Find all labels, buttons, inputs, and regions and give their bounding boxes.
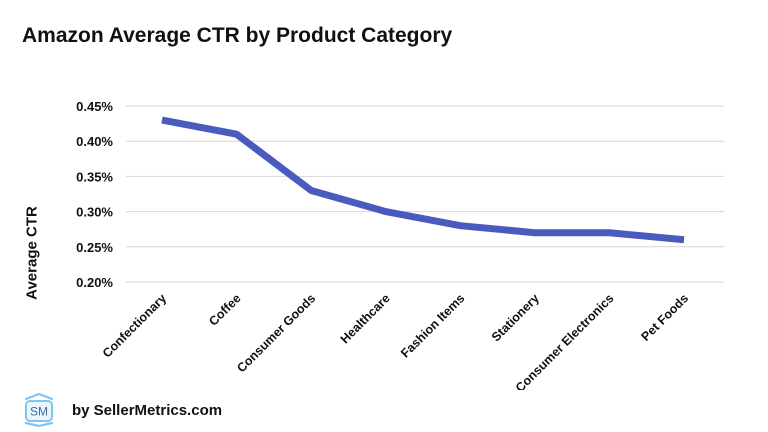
y-tick-label: 0.25% [76, 240, 113, 255]
y-tick-label: 0.30% [76, 205, 113, 220]
line-chart: 0.20% 0.25% 0.30% 0.35% 0.40% 0.45% Confection… [76, 99, 724, 390]
attribution-text: by SellerMetrics.com [72, 401, 223, 419]
logo-text: SM [30, 405, 48, 419]
x-tick-label: Pet Foods [638, 291, 691, 344]
y-tick-label: 0.35% [76, 169, 113, 184]
chart-title: Amazon Average CTR by Product Category [22, 24, 453, 47]
x-tick-label: Confectionary [100, 291, 169, 360]
series-line [161, 116, 685, 244]
x-tick-label: Coffee [206, 291, 243, 328]
x-tick-label: Fashion Items [398, 291, 467, 360]
y-tick-label: 0.40% [76, 134, 113, 149]
x-tick-label: Stationery [489, 291, 542, 344]
y-tick-label: 0.20% [76, 275, 113, 290]
footer: SM by SellerMetrics.com [22, 393, 222, 427]
x-tick-label: Healthcare [338, 291, 393, 346]
x-tick-label: Consumer Goods [234, 291, 318, 375]
y-tick-label: 0.45% [76, 99, 113, 114]
sellermetrics-logo-icon: SM [24, 393, 54, 427]
